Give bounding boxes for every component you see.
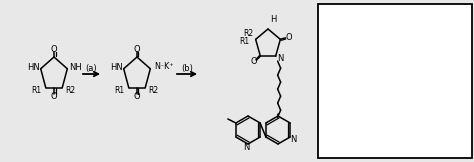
Text: R1 = H: R1 = H: [340, 80, 370, 88]
Text: NH₂: NH₂: [393, 121, 409, 129]
Text: NH: NH: [69, 63, 82, 72]
Bar: [318, 4, 472, 158]
Text: (a): (a): [86, 64, 97, 73]
Text: R1 = R2 = CH₃: R1 = R2 = CH₃: [340, 52, 402, 60]
Text: 73%: 73%: [441, 39, 464, 49]
Text: O: O: [134, 92, 140, 101]
Text: O: O: [390, 114, 396, 122]
Text: N: N: [243, 143, 249, 151]
Text: R1: R1: [115, 86, 125, 95]
Text: 61%: 61%: [441, 11, 464, 21]
Text: N⁻K⁺: N⁻K⁺: [155, 62, 174, 71]
Text: HN: HN: [110, 63, 123, 72]
Text: R2: R2: [244, 29, 254, 38]
Text: O: O: [250, 57, 257, 66]
Text: O: O: [134, 45, 140, 53]
Text: O: O: [51, 92, 57, 101]
Text: R1: R1: [32, 86, 42, 95]
Text: R2 =: R2 =: [327, 123, 348, 133]
Text: L2: L2: [327, 11, 340, 21]
Text: H: H: [270, 16, 276, 24]
Text: R1: R1: [239, 37, 250, 46]
Text: (b): (b): [181, 64, 193, 73]
Text: R2: R2: [65, 86, 75, 95]
Text: 27%: 27%: [441, 67, 464, 77]
Text: L3: L3: [327, 39, 340, 49]
Text: O: O: [285, 33, 292, 42]
Text: R2: R2: [148, 86, 158, 95]
Text: N: N: [373, 118, 379, 127]
Text: N: N: [290, 135, 296, 145]
Text: O: O: [51, 45, 57, 53]
Text: H: H: [373, 127, 379, 135]
Text: N: N: [277, 54, 284, 63]
Text: R1 = R2 = H: R1 = R2 = H: [340, 23, 393, 33]
Text: HN: HN: [27, 63, 40, 72]
Text: L4: L4: [327, 67, 340, 77]
